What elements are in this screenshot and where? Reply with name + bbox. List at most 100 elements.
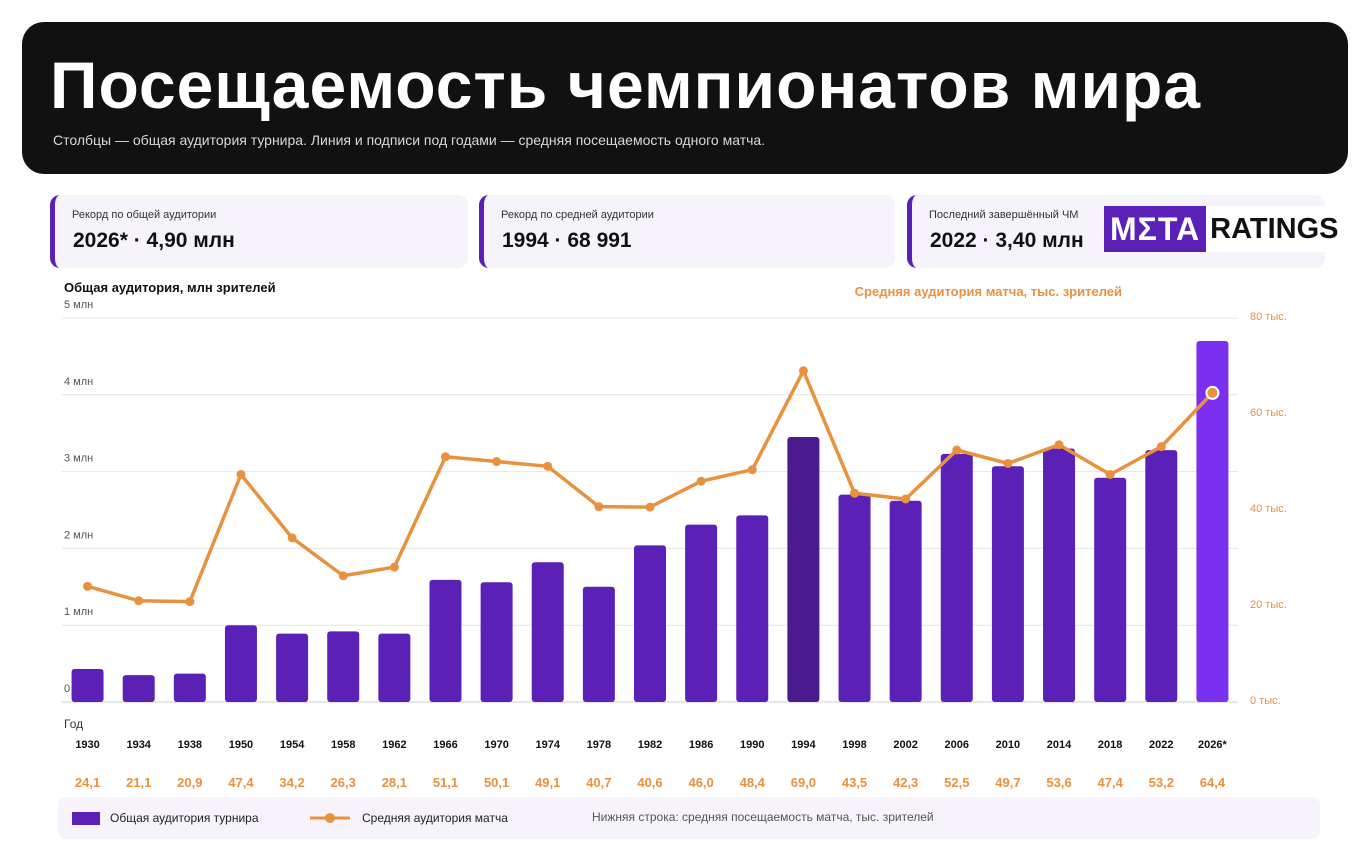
avg-label: 69,0 (791, 775, 816, 790)
page-subtitle: Столбцы — общая аудитория турнира. Линия… (53, 132, 766, 148)
bar-1994 (787, 437, 820, 702)
chart-legend: Общая аудитория турнира Средняя аудитори… (58, 797, 1320, 839)
bar-1966 (429, 579, 462, 702)
right-axis-title: Средняя аудитория матча, тыс. зрителей (855, 284, 1122, 299)
avg-point (850, 488, 860, 498)
year-label: 1974 (535, 739, 560, 751)
avg-label: 47,4 (1098, 775, 1124, 790)
card-value: 1994 · 68 991 (502, 229, 632, 252)
year-label: 2026* (1198, 739, 1227, 751)
bar-1938 (173, 673, 206, 702)
left-tick-label: 3 млн (64, 453, 93, 465)
avg-label: 43,5 (842, 775, 867, 790)
avg-point (389, 562, 399, 572)
year-label: 1994 (791, 739, 816, 751)
avg-point (1054, 440, 1064, 450)
left-tick-label: 2 млн (64, 529, 93, 541)
year-label: 2002 (893, 739, 917, 751)
avg-point (1003, 458, 1013, 468)
avg-label: 34,2 (279, 775, 304, 790)
avg-label: 49,7 (995, 775, 1020, 790)
card-value: 2022 · 3,40 млн (930, 229, 1084, 252)
year-label: 1962 (382, 739, 406, 751)
avg-label: 42,3 (893, 775, 918, 790)
right-tick-label: 0 тыс. (1250, 695, 1281, 707)
year-label: 2010 (996, 739, 1020, 751)
avg-label: 51,1 (433, 775, 458, 790)
avg-point (185, 597, 195, 607)
bar-1982 (634, 545, 666, 702)
bar-1930 (71, 668, 104, 702)
avg-label: 49,1 (535, 775, 560, 790)
year-label: 1934 (126, 739, 151, 751)
avg-point (440, 452, 450, 462)
year-label: 1982 (638, 739, 662, 751)
year-label: 1958 (331, 739, 355, 751)
avg-label: 47,4 (228, 775, 254, 790)
legend-bar-swatch (72, 811, 100, 825)
avg-point (287, 533, 297, 543)
avg-label: 46,0 (688, 775, 713, 790)
logo-meta: MΣTA (1104, 206, 1207, 252)
year-label: 1970 (484, 739, 508, 751)
avg-point (83, 581, 93, 591)
year-label: 2022 (1149, 739, 1173, 751)
card-label: Рекорд по средней аудитории (501, 209, 654, 221)
legend-bars-label: Общая аудитория турнира (110, 811, 259, 825)
bar-1986 (685, 524, 718, 702)
year-label: 1998 (842, 739, 866, 751)
year-label: 1950 (229, 739, 253, 751)
year-label: 1986 (689, 739, 713, 751)
right-tick-label: 40 тыс. (1250, 503, 1287, 515)
card-avg-record: Рекорд по средней аудитории 1994 · 68 99… (479, 195, 895, 268)
avg-point (747, 465, 757, 475)
avg-point (1156, 442, 1166, 452)
avg-label: 20,9 (177, 775, 202, 790)
year-label: 2006 (945, 739, 969, 751)
legend-note: Нижняя строка: средняя посещаемость матч… (592, 810, 934, 824)
avg-point (1205, 385, 1220, 400)
left-tick-label: 5 млн (64, 299, 93, 311)
avg-point (594, 502, 604, 512)
avg-point (543, 461, 553, 471)
card-label: Рекорд по общей аудитории (72, 209, 217, 221)
avg-point (798, 366, 808, 376)
year-axis-label: Год (64, 717, 83, 731)
legend-bars: Общая аудитория турнира (72, 797, 259, 839)
card-value: 2026* · 4,90 млн (73, 229, 235, 252)
avg-label: 48,4 (740, 775, 766, 790)
right-tick-label: 20 тыс. (1250, 599, 1287, 611)
page-title: Посещаемость чемпионатов мира (50, 48, 1202, 122)
avg-label: 24,1 (75, 775, 100, 790)
bar-1934 (122, 675, 155, 702)
year-label: 1938 (178, 739, 202, 751)
year-label: 1966 (433, 739, 457, 751)
year-label: 1954 (280, 739, 305, 751)
legend-line-swatch (310, 813, 350, 823)
legend-line: Средняя аудитория матча (308, 797, 508, 839)
bar-1950 (224, 625, 257, 702)
avg-label: 26,3 (331, 775, 356, 790)
avg-label: 53,6 (1046, 775, 1071, 790)
bar-1978 (582, 586, 615, 702)
avg-point (901, 494, 911, 504)
bar-2018 (1094, 477, 1127, 702)
bar-2006 (940, 453, 973, 702)
left-tick-label: 1 млн (64, 606, 93, 618)
avg-point (134, 596, 144, 606)
year-label: 1978 (587, 739, 611, 751)
bar-2002 (889, 500, 922, 702)
left-axis-title: Общая аудитория, млн зрителей (64, 280, 276, 295)
card-label: Последний завершённый ЧМ (929, 209, 1079, 221)
bar-1962 (378, 633, 411, 702)
card-total-record: Рекорд по общей аудитории 2026* · 4,90 м… (50, 195, 468, 268)
bar-1958 (327, 631, 360, 702)
year-label: 2014 (1047, 739, 1072, 751)
avg-label: 28,1 (382, 775, 407, 790)
bar-1954 (276, 633, 309, 702)
year-label: 1990 (740, 739, 764, 751)
avg-point (645, 502, 655, 512)
avg-label: 50,1 (484, 775, 509, 790)
bar-1974 (531, 562, 564, 702)
